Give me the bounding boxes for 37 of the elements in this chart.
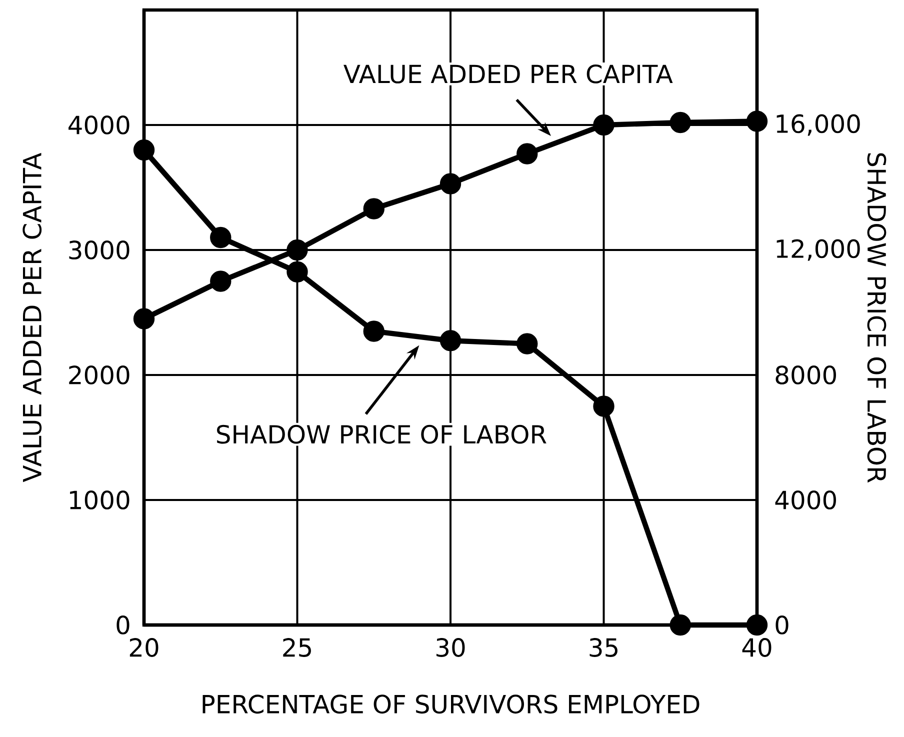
point [440,173,462,194]
point [670,614,691,636]
y-tick-label: 3000 [69,240,130,260]
point [210,270,232,292]
point [516,333,538,354]
y2-tick-label: 12,000 [776,239,860,261]
point [286,239,308,261]
y2-axis-title: SHADOW PRICE OF LABOR [867,153,886,483]
point [516,143,538,164]
annotation: SHADOW PRICE OF LABOR [217,424,546,444]
y2-tick-label: 0 [776,616,788,634]
y2-tick-label: 4000 [775,490,836,510]
point [746,614,768,636]
y-tick-label: 4000 [68,116,130,134]
x-tick-label: 35 [590,638,618,657]
y2-tick-label: 8000 [776,366,836,384]
point [210,226,232,248]
x-tick-label: 25 [283,638,311,657]
y2-tick-label: 16,000 [776,114,860,136]
point [593,114,614,136]
x-axis-title: PERCENTAGE OF SURVIVORS EMPLOYED [202,694,700,714]
point [133,308,155,330]
point [593,396,614,417]
y-axis-title: VALUE ADDED PER CAPITA [22,152,42,482]
y-tick-label: 1000 [70,490,130,510]
y-tick-label: 0 [116,616,130,634]
point [133,139,155,161]
x-tick-label: 30 [436,638,465,657]
y-tick-label: 2000 [69,366,130,384]
point [363,320,384,342]
point [363,198,384,220]
x-tick-label: 40 [742,638,772,657]
point [670,112,691,134]
x-tick-label: 20 [130,638,158,657]
annotation: VALUE ADDED PER CAPITA [344,64,673,84]
point [286,261,308,282]
point [440,330,462,352]
